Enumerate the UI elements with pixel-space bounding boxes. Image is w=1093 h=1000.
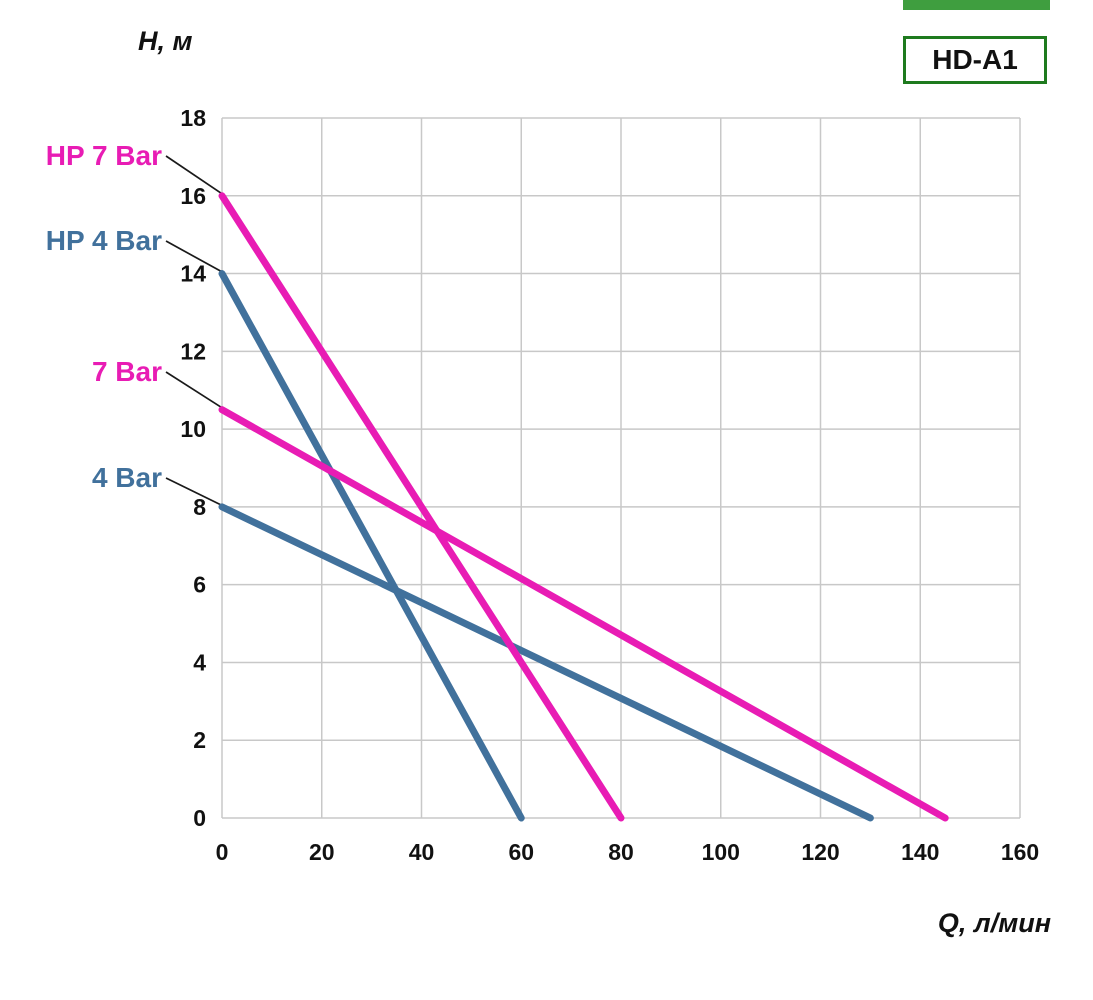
label-leader-line (165, 477, 226, 508)
series-label-hp-7-bar: HP 7 Bar (45, 140, 162, 171)
series-line-hp-7-bar (218, 192, 625, 822)
series-label-7-bar: 7 Bar (91, 356, 162, 387)
x-tick-label: 80 (608, 839, 634, 865)
y-axis-title: H, м (138, 26, 193, 56)
series-line-7-bar (218, 406, 949, 822)
y-tick-label: 18 (180, 105, 206, 131)
label-leader-line (165, 240, 226, 275)
x-axis-title: Q, л/мин (937, 908, 1051, 938)
x-tick-label: 160 (1001, 839, 1039, 865)
y-tick-label: 14 (180, 261, 206, 287)
x-tick-label: 20 (309, 839, 335, 865)
y-tick-label: 0 (193, 805, 206, 831)
x-tick-label: 140 (901, 839, 939, 865)
x-tick-label: 100 (702, 839, 740, 865)
series-label-4-bar: 4 Bar (91, 462, 162, 493)
x-tick-label: 0 (216, 839, 229, 865)
series-line-4-bar (218, 503, 874, 822)
top-right-green-strip (903, 0, 1050, 10)
x-tick-label: 60 (508, 839, 534, 865)
y-tick-label: 6 (193, 572, 206, 598)
model-badge: HD-A1 (903, 36, 1047, 84)
y-tick-label: 2 (193, 727, 206, 753)
y-tick-label: 12 (180, 338, 206, 364)
y-tick-label: 8 (193, 494, 206, 520)
series-label-hp-4-bar: HP 4 Bar (45, 225, 162, 256)
y-tick-label: 16 (180, 183, 206, 209)
label-leader-line (165, 371, 226, 411)
y-tick-label: 4 (193, 649, 206, 675)
label-leader-line (165, 155, 226, 197)
series-line-hp-4-bar (218, 270, 525, 822)
x-tick-label: 40 (409, 839, 435, 865)
y-tick-label: 10 (180, 416, 206, 442)
x-tick-label: 120 (801, 839, 839, 865)
